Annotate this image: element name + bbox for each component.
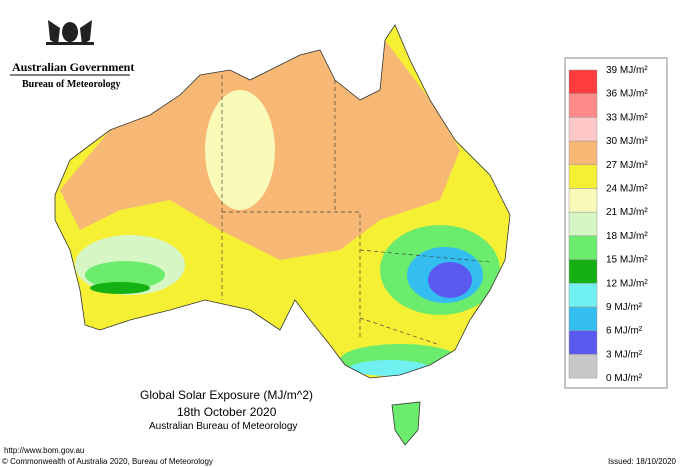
legend-swatch	[568, 211, 598, 237]
legend-label: 15 MJ/m²	[606, 255, 648, 266]
legend: 39 MJ/m² 36 MJ/m² 33 MJ/m² 30 MJ/m² 27 MJ/m²…	[564, 57, 668, 389]
legend-swatch	[568, 188, 598, 213]
legend-label: 27 MJ/m²	[606, 160, 648, 171]
legend-swatch	[568, 306, 598, 331]
legend-swatch	[568, 259, 598, 284]
legend-swatch	[568, 354, 598, 379]
legend-label: 36 MJ/m²	[606, 89, 648, 100]
legend-label: 9 MJ/m²	[606, 302, 643, 313]
map-source: Australian Bureau of Meteorology	[149, 421, 298, 432]
legend-swatch	[568, 93, 598, 118]
map-title: Global Solar Exposure (MJ/m^2)	[140, 388, 314, 402]
legend-swatch	[568, 235, 598, 260]
legend-swatch	[568, 164, 598, 189]
legend-label: 30 MJ/m²	[606, 136, 648, 147]
legend-label: 6 MJ/m²	[606, 326, 643, 337]
legend-swatch	[568, 69, 598, 94]
legend-label: 24 MJ/m²	[606, 184, 648, 195]
state-borders	[221, 75, 491, 346]
coastline	[54, 24, 511, 379]
legend-label: 0 MJ/m²	[606, 373, 643, 384]
legend-label: 21 MJ/m²	[606, 207, 648, 218]
legend-swatch	[568, 283, 598, 308]
agency: Bureau of Meteorology	[22, 79, 121, 90]
tasmania	[391, 401, 421, 446]
url: http://www.bom.gov.au	[4, 446, 85, 455]
government: Australian Government	[12, 60, 135, 74]
legend-frame	[564, 57, 668, 389]
legend-label: 18 MJ/m²	[606, 231, 648, 242]
legend-swatch	[568, 117, 598, 142]
legend-label: 39 MJ/m²	[606, 65, 648, 76]
legend-swatch	[568, 140, 598, 166]
issued: Issued: 18/10/2020	[607, 457, 676, 466]
copyright: © Commonwealth of Australia 2020, Bureau…	[2, 457, 213, 466]
legend-label: 3 MJ/m²	[606, 349, 643, 360]
legend-label: 33 MJ/m²	[606, 112, 648, 123]
legend-label: 12 MJ/m²	[606, 278, 648, 289]
coat-of-arms	[46, 20, 94, 45]
legend-swatch	[568, 330, 598, 355]
map-date: 18th October 2020	[177, 405, 277, 419]
